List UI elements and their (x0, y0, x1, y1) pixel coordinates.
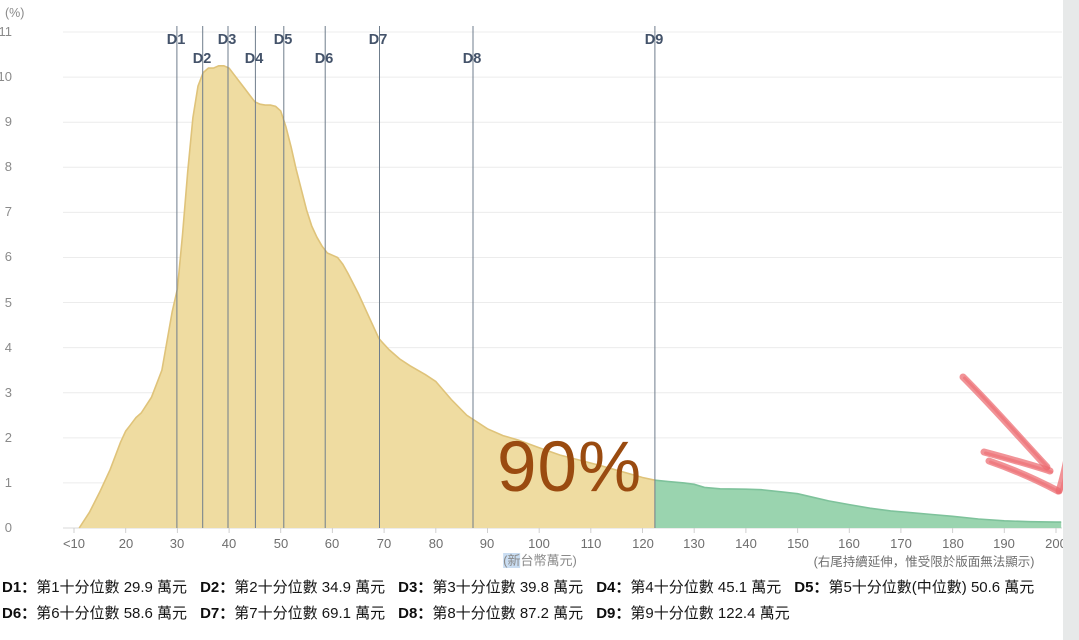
legend-entry-d6: D6：第6十分位數 58.6 萬元 (2, 605, 188, 622)
legend-entry-d1: D1：第1十分位數 29.9 萬元 (2, 579, 188, 596)
income-area-above-d9 (654, 480, 1062, 528)
y-tick-label: 7 (4, 204, 12, 219)
x-tick-label: 140 (735, 536, 757, 551)
x-tick-label: 20 (118, 536, 134, 551)
x-tick-label: 160 (838, 536, 860, 551)
legend-entry-d4: D4：第4十分位數 45.1 萬元 (596, 579, 782, 596)
decile-label-d5: D5 (273, 32, 293, 48)
x-tick-label: 40 (221, 536, 237, 551)
decile-label-d7: D7 (368, 32, 388, 48)
legend-entry-d8: D8：第8十分位數 87.2 萬元 (398, 605, 584, 622)
x-axis-note: (新台幣萬元) (503, 550, 577, 569)
y-tick-label: 10 (0, 69, 12, 84)
x-tick-label: 180 (942, 536, 964, 551)
x-tick-label: 30 (169, 536, 185, 551)
y-tick-label: 4 (4, 340, 12, 355)
decile-label-d4: D4 (244, 51, 264, 67)
legend-entry-d9: D9：第9十分位數 122.4 萬元 (596, 605, 790, 622)
x-tick-label: 110 (580, 536, 602, 551)
legend-entry-d7: D7：第7十分位數 69.1 萬元 (200, 605, 386, 622)
x-tick-label: 130 (683, 536, 705, 551)
x-axis-note-rest: 台幣萬元) (520, 553, 577, 568)
income-area-below-d9 (79, 65, 655, 529)
x-tick-label: 50 (273, 536, 289, 551)
right-edge-strip (1063, 0, 1079, 640)
y-tick-label: 3 (4, 385, 12, 400)
y-tick-label: 0 (4, 520, 12, 535)
x-axis-note-highlighted: (新 (503, 553, 521, 568)
ninety-percent-annotation: 90% (497, 428, 643, 507)
x-tick-label: 200 (1045, 536, 1067, 551)
x-tick-label: 100 (528, 536, 550, 551)
y-tick-label: 2 (4, 430, 12, 445)
legend-entry-d2: D2：第2十分位數 34.9 萬元 (200, 579, 386, 596)
x-tick-label: <10 (62, 536, 86, 551)
decile-label-d6: D6 (314, 51, 334, 67)
y-tick-label: 11 (0, 24, 12, 39)
decile-legend-row-2: D6：第6十分位數 58.6 萬元 D7：第7十分位數 69.1 萬元 D8：第8十… (2, 602, 803, 623)
y-tick-label: 6 (4, 249, 12, 264)
decile-label-d9: D9 (644, 32, 664, 48)
income-curve-right-edge (654, 479, 1062, 523)
y-axis-unit-label: (%) (5, 6, 25, 20)
x-tick-label: 170 (890, 536, 912, 551)
decile-label-d2: D2 (192, 51, 212, 67)
decile-label-d3: D3 (217, 32, 237, 48)
decile-label-d1: D1 (166, 32, 186, 48)
x-tick-label: 60 (324, 536, 340, 551)
x-tick-label: 90 (479, 536, 495, 551)
y-tick-label: 9 (4, 114, 12, 129)
y-tick-label: 8 (4, 159, 12, 174)
legend-entry-d3: D3：第3十分位數 39.8 萬元 (398, 579, 584, 596)
x-tick-label: 80 (428, 536, 444, 551)
x-tick-label: 120 (632, 536, 654, 551)
right-tail-note: (右尾持續延伸，惟受限於版面無法顯示) (813, 555, 1035, 569)
income-curve-left-edge (78, 65, 656, 529)
decile-legend-row-1: D1：第1十分位數 29.9 萬元 D2：第2十分位數 34.9 萬元 D3：第3十… (2, 576, 1047, 597)
x-tick-label: 70 (376, 536, 392, 551)
decile-label-d8: D8 (462, 51, 482, 67)
y-tick-label: 1 (4, 475, 12, 490)
legend-entry-d5: D5：第5十分位數(中位數) 50.6 萬元 (794, 579, 1035, 596)
y-tick-label: 5 (4, 295, 12, 310)
x-tick-label: 190 (993, 536, 1015, 551)
x-tick-label: 150 (787, 536, 809, 551)
